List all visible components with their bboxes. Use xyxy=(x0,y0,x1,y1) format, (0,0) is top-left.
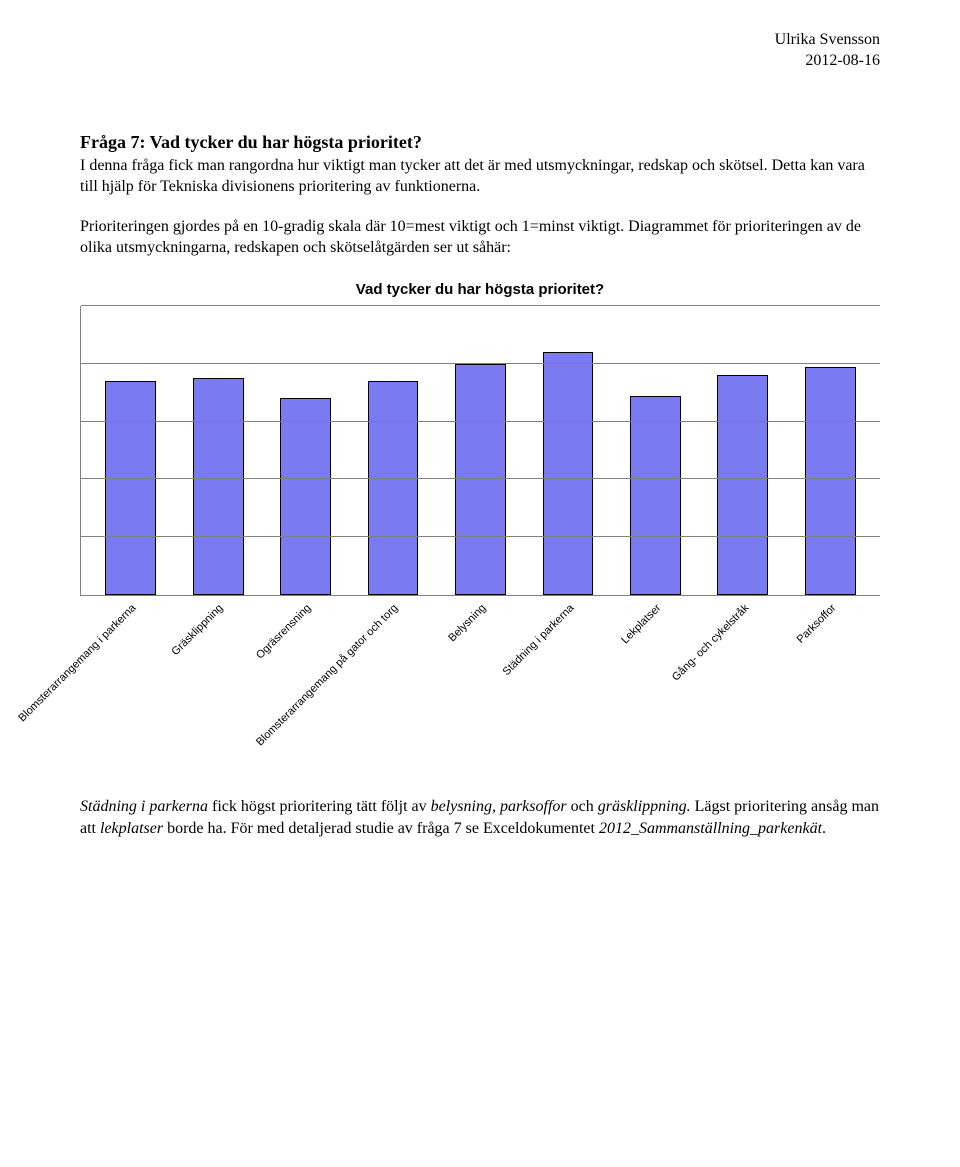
chart-x-label-slot: Lekplatser xyxy=(611,596,699,766)
chart-bar xyxy=(805,367,856,595)
page-header: Ulrika Svensson 2012-08-16 xyxy=(80,30,880,72)
chart-x-label: Lekplatser xyxy=(619,602,663,646)
chart-gridline xyxy=(81,536,880,537)
chart-x-label-slot: Ogräsrensning xyxy=(261,596,349,766)
chart-title: Vad tycker du har högsta prioritet? xyxy=(80,281,880,298)
chart-x-label: Ogräsrensning xyxy=(254,602,314,662)
author-name: Ulrika Svensson xyxy=(80,30,880,51)
chart-bars-row xyxy=(81,306,880,595)
chart-bar xyxy=(717,375,768,595)
chart-plot-area xyxy=(80,306,880,596)
chart-bar-slot xyxy=(699,306,786,595)
footer-text-4: borde ha. För med detaljerad studie av f… xyxy=(163,820,599,837)
chart-gridline xyxy=(81,421,880,422)
chart-x-label: Gräsklippning xyxy=(170,602,226,658)
chart-bar-slot xyxy=(349,306,436,595)
footer-italic-1: Städning i parkerna xyxy=(80,798,208,815)
question-para-1: I denna fråga fick man rangordna hur vik… xyxy=(80,155,880,198)
chart-x-label: Blomsterarrangemang i parkerna xyxy=(16,602,138,724)
chart-bar-slot xyxy=(174,306,261,595)
chart-x-label: Parksoffor xyxy=(795,602,839,646)
chart-bar-slot xyxy=(87,306,174,595)
chart-x-label-slot: Blomsterarrangemang på gator och torg xyxy=(349,596,437,766)
chart-bar-slot xyxy=(437,306,524,595)
chart-x-label-slot: Blomsterarrangemang i parkerna xyxy=(86,596,174,766)
footer-italic-2: belysning, parksoffor xyxy=(431,798,567,815)
footer-italic-5: 2012_Sammanställning_parkenkät xyxy=(599,820,822,837)
chart-bar xyxy=(368,381,419,595)
chart-bar-slot xyxy=(612,306,699,595)
chart-bar-slot xyxy=(524,306,611,595)
chart-gridline xyxy=(81,478,880,479)
priority-bar-chart: Blomsterarrangemang i parkernaGräsklippn… xyxy=(80,306,880,766)
question-para-2: Prioriteringen gjordes på en 10-gradig s… xyxy=(80,216,880,259)
footer-italic-3: gräsklippning. xyxy=(598,798,691,815)
chart-bar xyxy=(105,381,156,595)
footer-text-1: fick högst prioritering tätt följt av xyxy=(208,798,431,815)
question-heading: Fråga 7: Vad tycker du har högsta priori… xyxy=(80,132,880,153)
chart-bar xyxy=(280,398,331,595)
chart-x-label: Belysning xyxy=(446,602,488,644)
chart-bar-slot xyxy=(262,306,349,595)
chart-x-labels: Blomsterarrangemang i parkernaGräsklippn… xyxy=(80,596,880,766)
chart-x-label-slot: Belysning xyxy=(436,596,524,766)
footer-italic-4: lekplatser xyxy=(100,820,163,837)
chart-bar xyxy=(543,352,594,595)
chart-bar-slot xyxy=(787,306,874,595)
chart-bar xyxy=(455,364,506,595)
chart-gridline xyxy=(81,305,880,306)
chart-gridline xyxy=(81,363,880,364)
chart-x-label-slot: Gräsklippning xyxy=(174,596,262,766)
footer-paragraph: Städning i parkerna fick högst prioriter… xyxy=(80,796,880,839)
chart-x-label-slot: Parksoffor xyxy=(787,596,875,766)
chart-bar xyxy=(630,396,681,595)
chart-x-label-slot: Gång- och cykelstråk xyxy=(699,596,787,766)
document-date: 2012-08-16 xyxy=(80,51,880,72)
footer-text-2: och xyxy=(567,798,598,815)
chart-x-label-slot: Städning i parkerna xyxy=(524,596,612,766)
footer-period: . xyxy=(822,820,826,837)
chart-bar xyxy=(193,378,244,595)
